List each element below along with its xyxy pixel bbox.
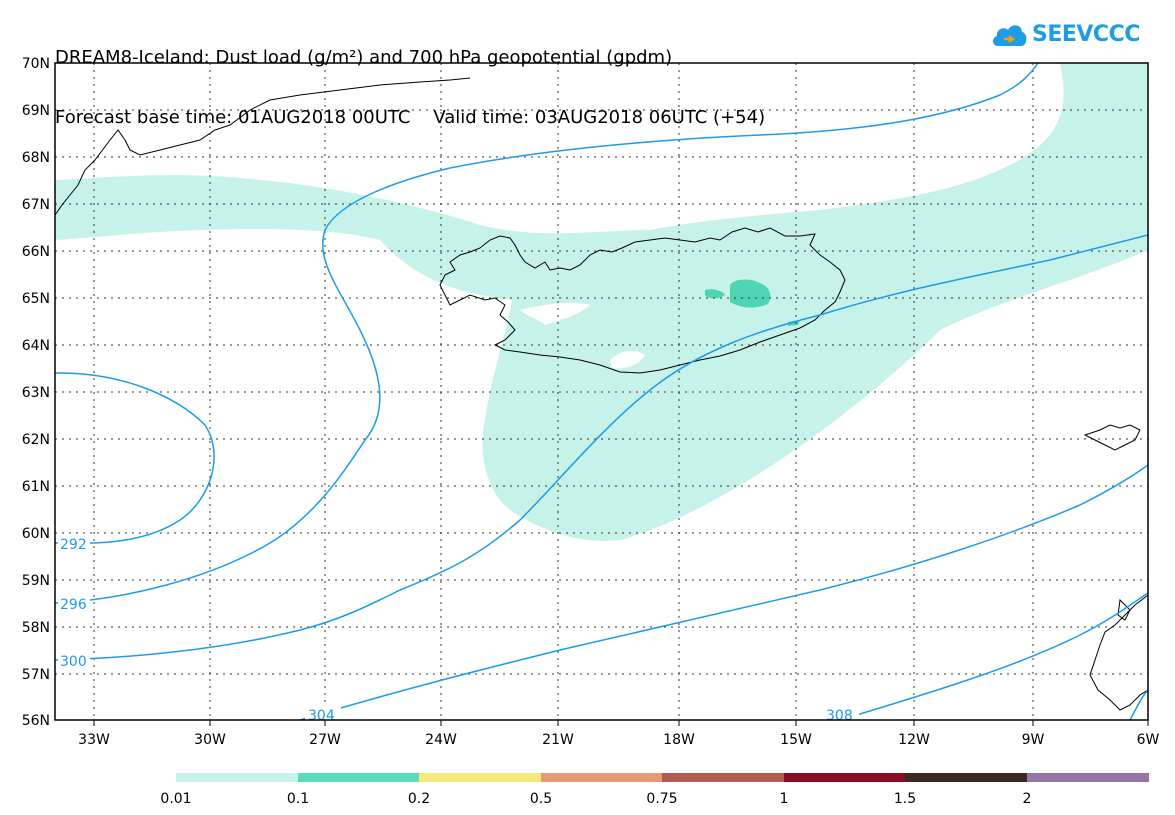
legend-label: 2 <box>1023 791 1032 807</box>
forecast-base-time: Forecast base time: 01AUG2018 00UTC <box>55 107 411 128</box>
contour-labels: 292 296 300 304 308 <box>58 536 859 724</box>
contour-292 <box>55 372 215 545</box>
lat-label: 61N <box>22 479 50 495</box>
contour-label-296: 296 <box>60 597 87 613</box>
lat-label: 70N <box>22 56 50 72</box>
seevccc-logo: SEEVCCC <box>990 20 1140 48</box>
lat-label: 69N <box>22 103 50 119</box>
lon-label: 30W <box>194 732 226 748</box>
legend-swatch <box>784 773 905 782</box>
lat-label: 56N <box>22 713 50 729</box>
lon-label: 15W <box>780 732 812 748</box>
lat-label: 62N <box>22 432 50 448</box>
valid-time: Valid time: 03AUG2018 06UTC (+54) <box>433 107 766 128</box>
legend-labels: 0.01 0.1 0.2 0.5 0.75 1 1.5 2 <box>160 791 1031 807</box>
legend-swatch <box>905 773 1027 782</box>
coastlines <box>55 77 1148 711</box>
legend-swatch <box>541 773 662 782</box>
lon-label: 18W <box>663 732 695 748</box>
contour-label-300: 300 <box>60 654 87 670</box>
dust-gaps <box>520 302 645 369</box>
lon-label: 24W <box>425 732 457 748</box>
scotland-coast <box>1089 594 1148 711</box>
lat-label: 68N <box>22 150 50 166</box>
longitude-labels: 33W 30W 27W 24W 21W 18W 15W 12W 9W 6W <box>78 732 1159 748</box>
contour-label-304: 304 <box>308 708 335 724</box>
contour-296 <box>55 63 1039 604</box>
legend-label: 0.2 <box>408 791 430 807</box>
map-frame <box>54 62 1149 721</box>
lon-label: 9W <box>1022 732 1045 748</box>
lat-label: 63N <box>22 385 50 401</box>
lat-label: 66N <box>22 244 50 260</box>
lat-label: 60N <box>22 526 50 542</box>
lat-label: 57N <box>22 667 50 683</box>
geopotential-contours <box>55 63 1148 720</box>
contour-304 <box>299 464 1148 720</box>
dust-map: 292 296 300 304 308 70N 69N 68N 67N 66N … <box>22 56 1160 748</box>
time-info-line: Forecast base time: 01AUG2018 00UTC Vali… <box>55 108 765 128</box>
contour-300 <box>55 234 1148 661</box>
dust-area-mid <box>705 279 800 326</box>
legend-label: 0.75 <box>646 791 677 807</box>
color-legend: 0.01 0.1 0.2 0.5 0.75 1 1.5 2 <box>160 773 1149 807</box>
legend-label: 0.5 <box>530 791 552 807</box>
greenland-coast <box>55 77 471 216</box>
legend-swatch <box>176 773 298 782</box>
lon-label: 27W <box>309 732 341 748</box>
cloud-icon <box>992 25 1027 46</box>
contour-308 <box>839 592 1148 720</box>
lon-label: 12W <box>898 732 930 748</box>
legend-swatch <box>419 773 541 782</box>
lon-label: 6W <box>1137 732 1160 748</box>
lat-label: 65N <box>22 291 50 307</box>
legend-swatches <box>176 773 1149 782</box>
legend-swatch <box>662 773 784 782</box>
lat-label: 58N <box>22 620 50 636</box>
dust-area-light <box>55 63 1148 541</box>
lat-label: 64N <box>22 338 50 354</box>
legend-swatch <box>1027 773 1149 782</box>
legend-label: 0.01 <box>160 791 191 807</box>
legend-swatch <box>298 773 419 782</box>
legend-label: 1 <box>780 791 789 807</box>
contour-label-292: 292 <box>60 537 87 553</box>
faroe-coast <box>1083 424 1141 451</box>
lon-label: 33W <box>78 732 110 748</box>
graticule <box>55 63 1148 720</box>
contour-label-308: 308 <box>826 708 853 724</box>
latitude-labels: 70N 69N 68N 67N 66N 65N 64N 63N 62N 61N … <box>22 56 50 729</box>
legend-label: 0.1 <box>287 791 309 807</box>
lon-label: 21W <box>542 732 574 748</box>
legend-label: 1.5 <box>894 791 916 807</box>
lat-label: 59N <box>22 573 50 589</box>
axis-ticks <box>93 720 1149 726</box>
lat-label: 67N <box>22 197 50 213</box>
logo-text: SEEVCCC <box>1032 21 1140 47</box>
iceland-coast <box>439 227 846 374</box>
